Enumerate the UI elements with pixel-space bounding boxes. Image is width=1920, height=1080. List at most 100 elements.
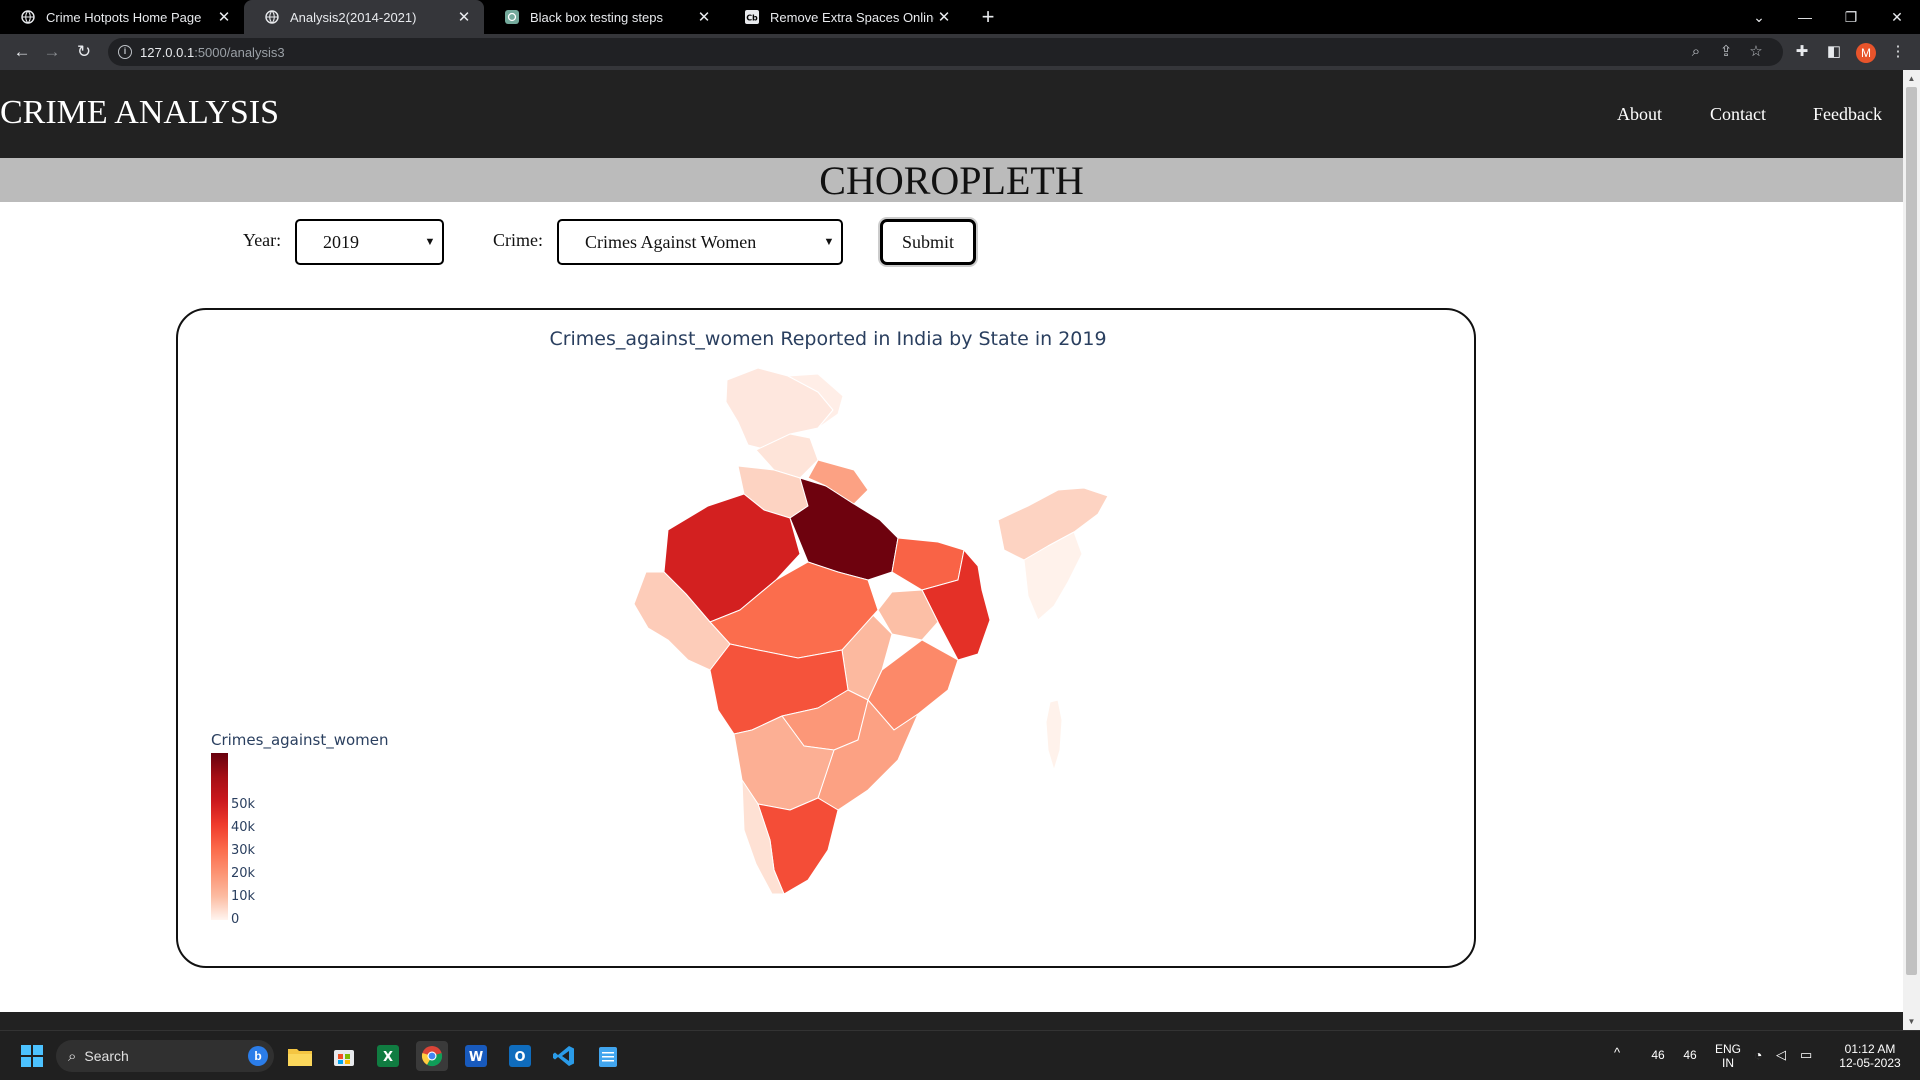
section-title: CHOROPLETH (819, 158, 1084, 203)
notepad-icon[interactable] (592, 1041, 624, 1071)
colorbar-tick-label: 50k (231, 797, 256, 812)
vscode-icon[interactable] (548, 1041, 580, 1071)
globe-icon (20, 9, 36, 25)
state-region-west-bengal[interactable] (921, 549, 991, 661)
site-footer (0, 1012, 1903, 1030)
language-indicator[interactable]: ENG IN (1710, 1042, 1746, 1070)
bing-icon[interactable]: b (248, 1046, 268, 1066)
language-code: ENG (1714, 1042, 1741, 1056)
tab-search-icon[interactable]: ⌄ (1753, 8, 1765, 25)
address-bar[interactable]: i 127.0.0.1:5000/analysis3 ⌕ ⇪ ☆ (108, 38, 1783, 66)
tab-title: Crime Hotpots Home Page (46, 9, 202, 25)
reload-icon[interactable]: ↻ (76, 42, 92, 61)
nav-feedback[interactable]: Feedback (1813, 104, 1882, 124)
side-panel-icon[interactable]: ◧ (1826, 43, 1842, 60)
taskbar-search-text: Search (84, 1048, 129, 1064)
tab-remove-spaces[interactable]: Cb Remove Extra Spaces Online: Wh ✕ (724, 0, 964, 34)
close-tab-icon[interactable]: ✕ (937, 9, 951, 26)
site-header: CRIME ANALYSIS About Contact Feedback (0, 70, 1903, 158)
forward-arrow-icon[interactable]: → (43, 42, 61, 61)
colorbar-tick-label: 40k (231, 820, 256, 835)
tray-indicator-b[interactable]: 46 (1683, 1048, 1697, 1062)
close-tab-icon[interactable]: ✕ (697, 9, 711, 26)
state-region-northeast-south[interactable] (1023, 531, 1083, 621)
nav-about[interactable]: About (1617, 104, 1662, 124)
crime-label: Crime: (493, 230, 543, 250)
chevron-down-icon: ▼ (424, 236, 436, 248)
outlook-icon[interactable]: O (504, 1041, 536, 1071)
year-select[interactable]: 2019 ▼ (295, 219, 444, 265)
colorbar-tick-label: 30k (231, 843, 256, 858)
tray-indicator-a[interactable]: 46 (1651, 1048, 1665, 1062)
clock-time: 01:12 AM (1844, 1042, 1896, 1056)
svg-text:W: W (469, 1050, 483, 1065)
scroll-up-arrow-icon[interactable]: ▲ (1907, 74, 1916, 83)
tab-title: Remove Extra Spaces Online: Wh (770, 9, 934, 25)
colorbar-title: Crimes_against_women (211, 731, 389, 749)
url-path: :5000/analysis3 (194, 44, 285, 60)
battery-icon[interactable]: ▭ (1800, 1047, 1813, 1062)
site-info-icon[interactable]: i (118, 45, 132, 59)
clock-date: 12-05-2023 (1839, 1056, 1901, 1070)
year-select-value: 2019 (323, 231, 359, 252)
state-region-jammu-kashmir[interactable] (725, 367, 834, 451)
state-region-ladakh[interactable] (787, 373, 844, 429)
windows-taskbar: ⌕ Search b X W O ^ 46 46 ENG IN ◔ ◁ ▭ 01… (0, 1030, 1920, 1080)
tab-crime-hotspots[interactable]: Crime Hotpots Home Page ✕ (0, 0, 244, 34)
colorbar-tick-label: 20k (231, 866, 256, 881)
zoom-icon[interactable]: ⌕ (1691, 43, 1701, 60)
volume-icon[interactable]: ◁ (1776, 1047, 1786, 1062)
website-logo-icon: Cb (744, 9, 760, 25)
state-region-kerala[interactable] (741, 779, 785, 895)
state-region-andaman-nicobar[interactable] (1045, 699, 1063, 771)
globe-icon (264, 9, 280, 25)
back-arrow-icon[interactable]: ← (13, 42, 31, 61)
browser-menu-icon[interactable]: ⋮ (1890, 43, 1906, 60)
windows-start-icon[interactable] (16, 1041, 48, 1071)
close-tab-icon[interactable]: ✕ (217, 9, 231, 26)
excel-icon[interactable]: X (372, 1041, 404, 1071)
clock[interactable]: 01:12 AM 12-05-2023 (1830, 1042, 1910, 1070)
colorbar-tick-label: 10k (231, 889, 256, 904)
page-scrollbar[interactable]: ▲ ▼ (1903, 70, 1920, 1030)
choropleth-card: Crimes_against_women Reported in India b… (176, 308, 1476, 968)
word-icon[interactable]: W (460, 1041, 492, 1071)
taskbar-search[interactable]: ⌕ Search b (56, 1040, 274, 1072)
tray-overflow-chevron-icon[interactable]: ^ (1614, 1045, 1621, 1060)
scroll-down-arrow-icon[interactable]: ▼ (1907, 1017, 1916, 1026)
site-brand[interactable]: CRIME ANALYSIS (0, 94, 280, 131)
minimize-button[interactable]: — (1798, 9, 1812, 25)
svg-text:X: X (383, 1050, 393, 1065)
chart-title: Crimes_against_women Reported in India b… (549, 328, 1107, 350)
tab-black-box[interactable]: Black box testing steps ✕ (484, 0, 724, 34)
bookmark-star-icon[interactable]: ☆ (1749, 43, 1763, 60)
language-region: IN (1722, 1056, 1734, 1070)
colorbar-tick-label: 0 (231, 912, 240, 927)
crime-select[interactable]: Crimes Against Women ▼ (557, 219, 843, 265)
profile-avatar[interactable]: M (1856, 43, 1876, 63)
state-region-gujarat[interactable] (633, 571, 731, 671)
tab-strip: Crime Hotpots Home Page ✕ Analysis2(2014… (0, 0, 1920, 34)
new-tab-button[interactable]: + (981, 4, 995, 29)
microsoft-store-icon[interactable] (328, 1041, 360, 1071)
year-label: Year: (243, 230, 282, 250)
state-region-uttarakhand-sikkim-area[interactable] (807, 459, 869, 505)
state-region-northeast[interactable] (997, 487, 1109, 561)
browser-toolbar: ← → ↻ i 127.0.0.1:5000/analysis3 ⌕ ⇪ ☆ ✚… (0, 34, 1920, 70)
restore-button[interactable]: ❐ (1844, 8, 1858, 25)
scroll-thumb[interactable] (1906, 87, 1917, 975)
india-choropleth-map[interactable] (178, 310, 1476, 968)
nav-contact[interactable]: Contact (1710, 104, 1766, 124)
wifi-icon[interactable]: ◔ (1754, 1047, 1763, 1063)
extensions-puzzle-icon[interactable]: ✚ (1795, 43, 1809, 60)
close-tab-icon[interactable]: ✕ (457, 9, 471, 26)
share-icon[interactable]: ⇪ (1719, 43, 1733, 60)
close-window-button[interactable]: ✕ (1891, 8, 1903, 25)
url-text: 127.0.0.1:5000/analysis3 (140, 45, 285, 60)
submit-button[interactable]: Submit (880, 219, 976, 265)
file-explorer-icon[interactable] (284, 1041, 316, 1071)
tab-title: Black box testing steps (530, 9, 663, 25)
svg-text:O: O (514, 1050, 525, 1065)
tab-analysis2[interactable]: Analysis2(2014-2021) ✕ (244, 0, 484, 34)
chrome-icon[interactable] (416, 1041, 448, 1071)
